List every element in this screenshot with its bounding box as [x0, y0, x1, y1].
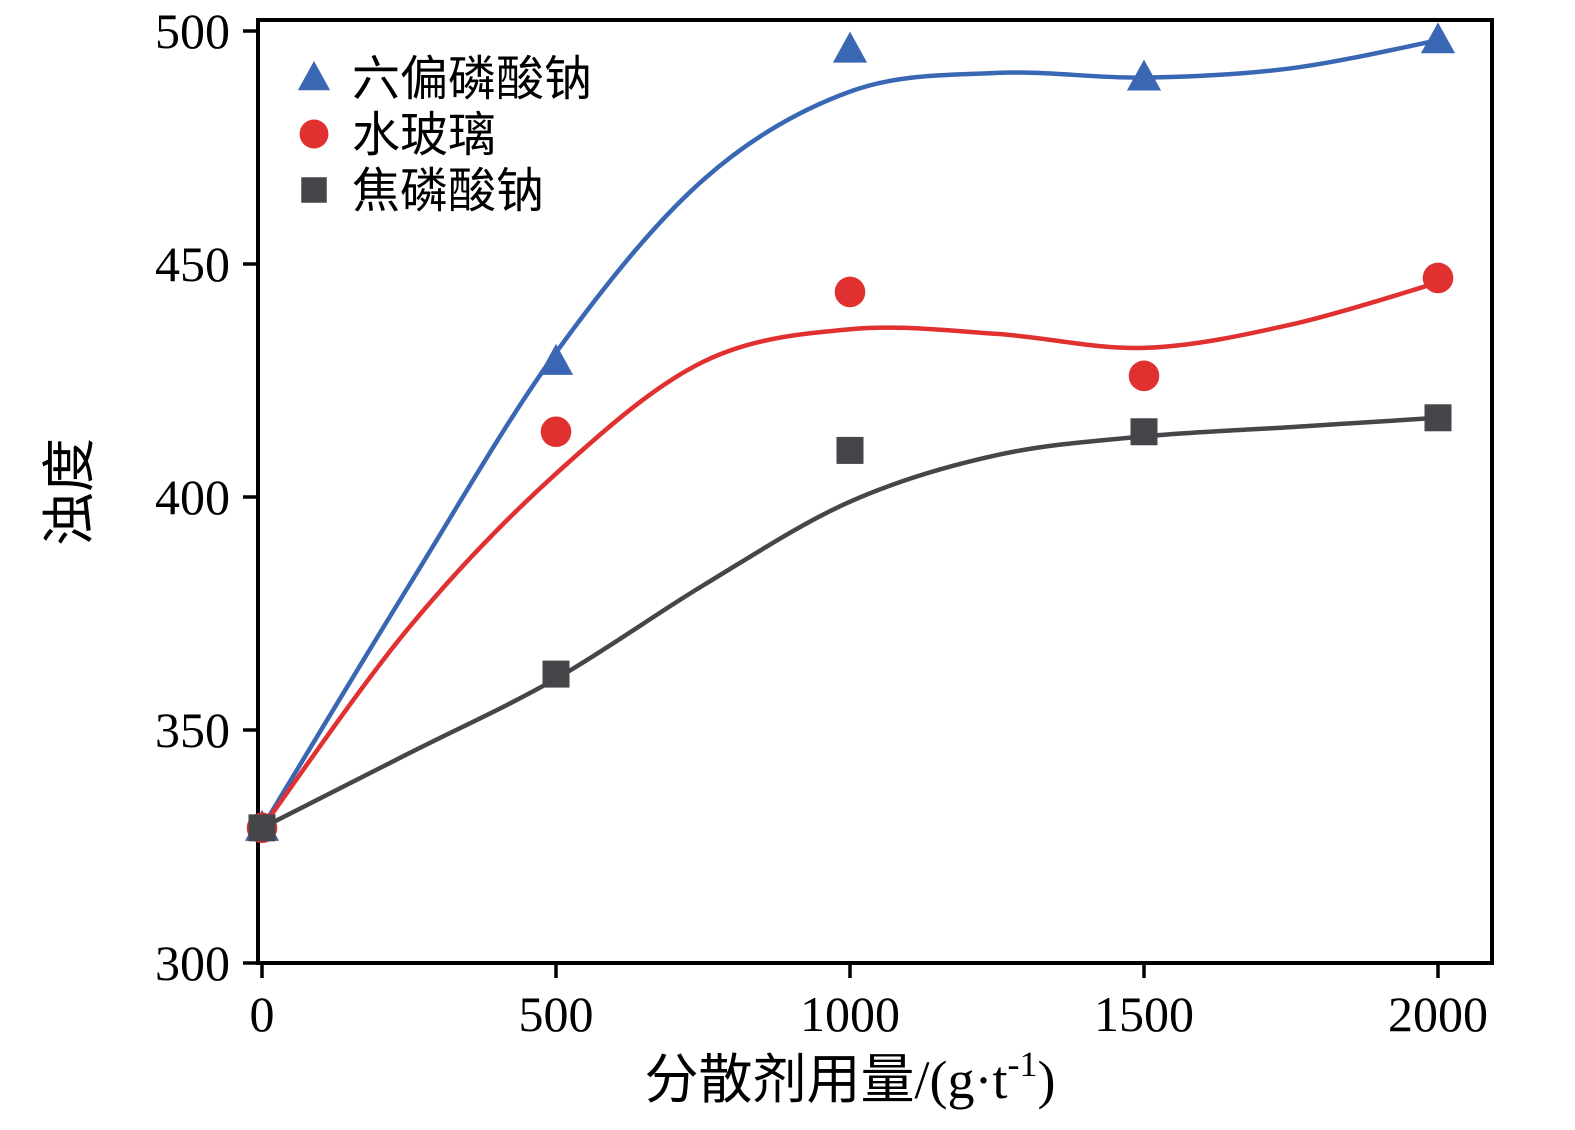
series-2	[248, 404, 1452, 842]
series-1	[246, 262, 1454, 844]
x-tick-label: 500	[519, 986, 594, 1042]
square-marker-icon	[1130, 418, 1158, 446]
legend-label-0: 六偏磷酸钠	[352, 53, 592, 106]
triangle-marker-icon	[1126, 59, 1162, 91]
series-line-0	[259, 38, 1441, 831]
triangle-marker-icon	[538, 343, 574, 375]
y-tick-label: 450	[155, 236, 230, 292]
x-tick-label: 1500	[1094, 986, 1194, 1042]
triangle-legend-marker-icon	[297, 61, 331, 91]
square-legend-marker-icon	[301, 177, 327, 203]
x-tick-label: 2000	[1388, 986, 1488, 1042]
legend-label-2: 焦磷酸钠	[352, 165, 544, 218]
square-marker-icon	[836, 436, 864, 464]
legend-label-1: 水玻璃	[352, 109, 496, 162]
circle-marker-icon	[1128, 360, 1160, 392]
x-tick-label: 0	[250, 986, 275, 1042]
y-axis-label: 浊度	[40, 438, 100, 546]
x-tick-label: 1000	[800, 986, 900, 1042]
square-marker-icon	[542, 660, 570, 688]
series-line-2	[259, 415, 1441, 831]
legend-item-1: 水玻璃	[299, 109, 496, 162]
y-tick-label: 500	[155, 3, 230, 59]
y-tick-label: 300	[155, 935, 230, 991]
legend-item-0: 六偏磷酸钠	[297, 53, 592, 106]
y-axis: 300 350 400 450 500	[155, 3, 258, 991]
square-marker-icon	[1424, 404, 1452, 432]
circle-marker-icon	[834, 276, 866, 308]
y-tick-label: 350	[155, 702, 230, 758]
circle-marker-icon	[1422, 262, 1454, 294]
y-tick-label: 400	[155, 469, 230, 525]
plot-frame	[256, 18, 1494, 965]
square-marker-icon	[248, 814, 276, 842]
triangle-marker-icon	[1420, 22, 1456, 54]
x-axis: 0 500 1000 1500 2000	[250, 963, 1488, 1042]
circle-marker-icon	[540, 416, 572, 448]
series-line-1	[259, 280, 1441, 831]
triangle-marker-icon	[832, 31, 868, 63]
circle-legend-marker-icon	[299, 119, 329, 149]
x-axis-label: 分散剂用量/(g·t-1)	[645, 1044, 1056, 1110]
legend-item-2: 焦磷酸钠	[301, 165, 544, 218]
